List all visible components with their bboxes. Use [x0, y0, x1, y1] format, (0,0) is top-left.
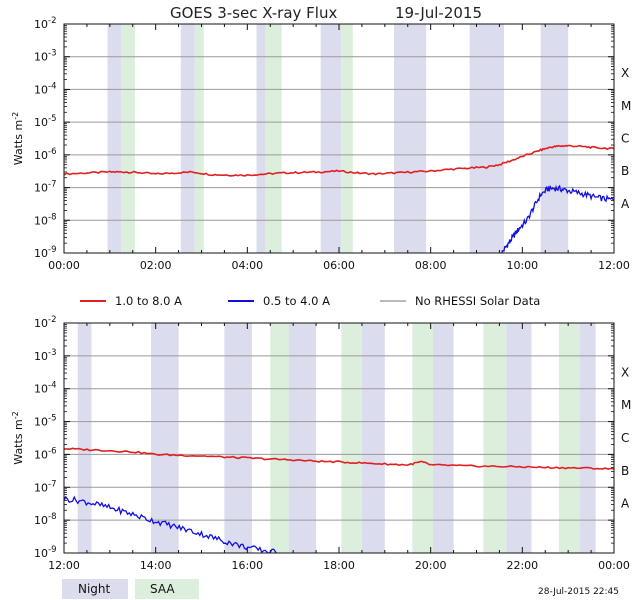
top-night-band: [180, 24, 195, 253]
bot-saa-band: [412, 323, 433, 553]
bot-y-tick-label: 10-7: [34, 479, 56, 494]
bot-series-short: [64, 495, 284, 553]
bot-x-tick-label: 20:00: [415, 559, 447, 572]
bot-night-band: [77, 323, 92, 553]
bot-night-band: [151, 323, 179, 553]
bot-flare-class-B: B: [621, 464, 629, 478]
bot-x-tick-label: 16:00: [231, 559, 263, 572]
bot-plot-frame: [63, 322, 615, 554]
bot-y-tick-label: 10-5: [34, 414, 56, 429]
legend-saa-swatch: [135, 579, 199, 599]
bot-saa-band: [483, 323, 507, 553]
bot-flare-class-A: A: [621, 497, 630, 511]
legend-long-label: 1.0 to 8.0 A: [115, 294, 182, 308]
timestamp: 28-Jul-2015 22:45: [538, 587, 619, 597]
bot-night-band: [506, 323, 532, 553]
bot-x-tick-label: 18:00: [323, 559, 355, 572]
bottom-panel: 10-9 10-8 10-7 10-6 10-5 10-4 10-3 10-2 Watts m-…: [11, 315, 631, 572]
bot-saa-band: [559, 323, 580, 553]
bot-x-tick-label: 00:00: [598, 559, 630, 572]
bot-saa-band: [341, 323, 362, 553]
bot-night-band: [224, 323, 252, 553]
top-saa-band: [265, 24, 282, 253]
top-flare-class-C: C: [621, 132, 629, 146]
top-series-short: [501, 184, 614, 253]
top-y-axis-label: Watts m-2: [11, 112, 25, 165]
top-x-tick-label: 12:00: [598, 259, 630, 272]
top-night-band: [469, 24, 504, 253]
top-series-long: [64, 144, 614, 177]
top-flare-class-B: B: [621, 164, 629, 178]
bot-series-long: [64, 447, 614, 470]
top-saa-band: [341, 24, 353, 253]
top-x-tick-label: 08:00: [415, 259, 447, 272]
top-y-tick-label: 10-2: [34, 16, 56, 31]
band-legend: Night SAA: [62, 579, 199, 599]
legend-short-label: 0.5 to 4.0 A: [263, 294, 330, 308]
top-night-band: [540, 24, 569, 253]
top-flare-class-A: A: [621, 197, 630, 211]
bot-y-tick-label: 10-6: [34, 446, 56, 461]
top-x-tick-label: 10:00: [506, 259, 538, 272]
top-y-tick-label: 10-5: [34, 114, 56, 129]
top-flare-class-M: M: [621, 99, 631, 113]
bot-y-tick-label: 10-2: [34, 315, 56, 330]
top-data-area: [64, 144, 614, 253]
bot-night-band: [432, 323, 454, 553]
bot-y-axis-label: Watts m-2: [11, 411, 25, 464]
bot-flare-class-M: M: [621, 398, 631, 412]
top-night-band: [256, 24, 266, 253]
top-y-tick-label: 10-3: [34, 49, 56, 64]
top-plot-frame: [63, 23, 615, 254]
bot-night-band: [288, 323, 317, 553]
series-legend: 1.0 to 8.0 A 0.5 to 4.0 A No RHESSI Sola…: [80, 294, 540, 308]
legend-night-label: Night: [78, 582, 111, 596]
bot-y-tick-label: 10-4: [34, 381, 56, 396]
top-night-band: [394, 24, 427, 253]
bot-night-band: [361, 323, 385, 553]
top-flare-class-X: X: [621, 66, 629, 80]
top-y-tick-label: 10-9: [34, 245, 56, 260]
top-x-tick-label: 00:00: [48, 259, 80, 272]
top-y-tick-label: 10-7: [34, 180, 56, 195]
legend-norhessi-label: No RHESSI Solar Data: [415, 294, 540, 308]
bot-x-tick-label: 14:00: [140, 559, 172, 572]
top-x-tick-label: 06:00: [323, 259, 355, 272]
chart-date: 19-Jul-2015: [395, 4, 482, 22]
top-y-tick-label: 10-6: [34, 147, 56, 162]
bot-night-band: [579, 323, 596, 553]
bot-y-tick-label: 10-9: [34, 545, 56, 560]
bot-flare-class-X: X: [621, 365, 629, 379]
legend-night-swatch: [62, 579, 128, 599]
top-x-tick-label: 02:00: [140, 259, 172, 272]
top-y-tick-label: 10-4: [34, 81, 56, 96]
top-x-tick-label: 04:00: [231, 259, 263, 272]
top-panel: 10-9 10-8 10-7 10-6 10-5 10-4 10-3 10-2 Watts m-…: [11, 16, 631, 272]
legend-saa-label: SAA: [150, 582, 175, 596]
top-night-band: [107, 24, 122, 253]
top-saa-band: [194, 24, 204, 253]
bot-data-area: [64, 447, 614, 553]
bot-x-tick-label: 22:00: [506, 559, 538, 572]
chart-title: GOES 3-sec X-ray Flux: [170, 4, 337, 22]
bot-flare-class-C: C: [621, 431, 629, 445]
top-night-band: [320, 24, 342, 253]
top-y-tick-label: 10-8: [34, 212, 56, 227]
bot-x-tick-label: 12:00: [48, 559, 80, 572]
bot-y-tick-label: 10-8: [34, 512, 56, 527]
top-saa-band: [121, 24, 136, 253]
bot-saa-band: [270, 323, 289, 553]
bot-y-tick-label: 10-3: [34, 348, 56, 363]
